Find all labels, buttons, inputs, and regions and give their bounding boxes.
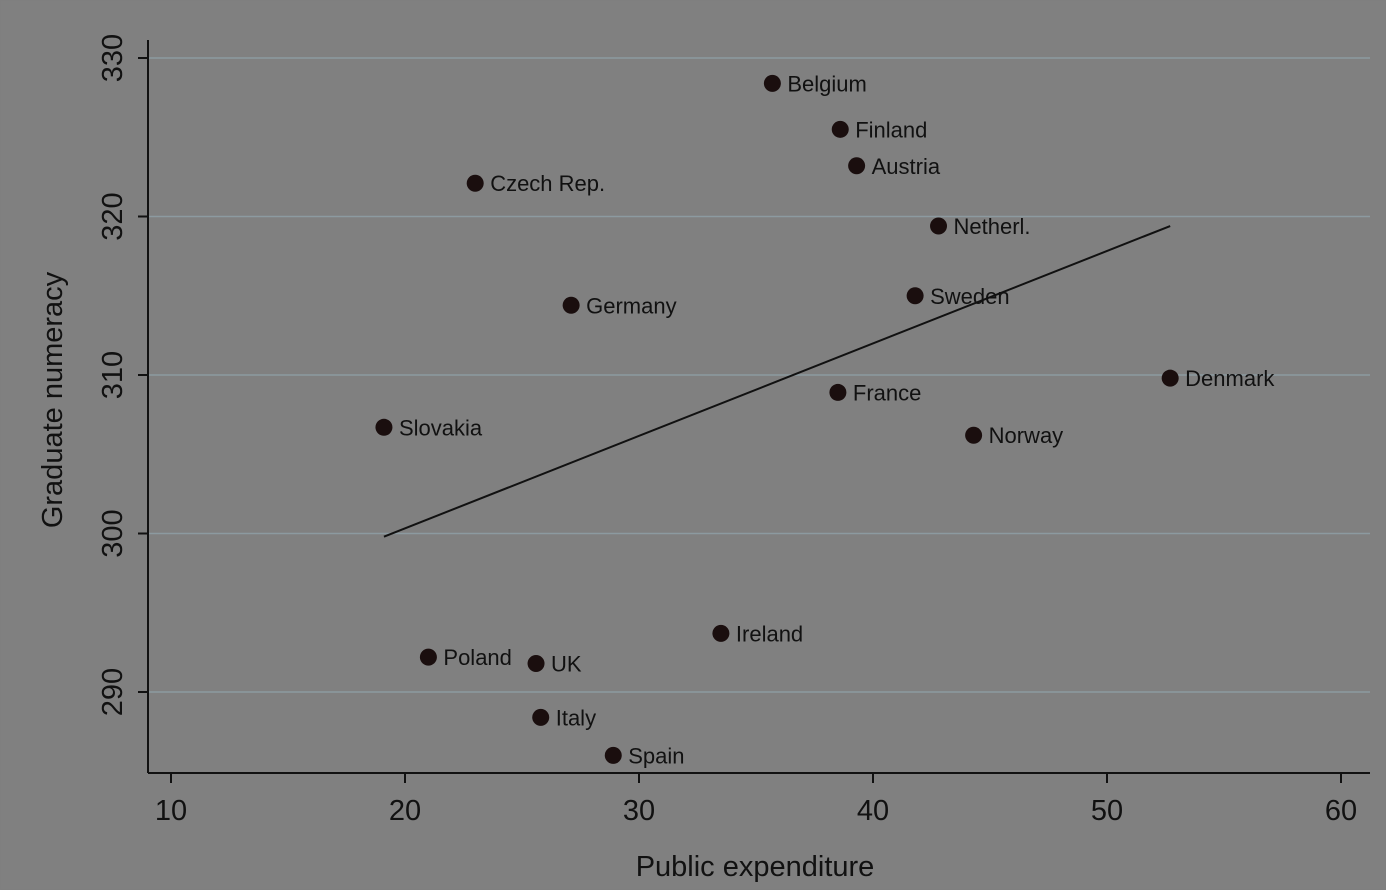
point-label: Slovakia [399,415,483,440]
data-point [829,383,847,401]
point-label: Czech Rep. [490,171,605,196]
y-tick-label: 330 [97,34,129,82]
y-tick-label: 290 [97,668,129,716]
data-point [527,654,545,672]
point-label: Poland [443,645,512,670]
data-point [562,296,580,314]
point-label: Austria [872,154,941,179]
point-label: Norway [989,423,1064,448]
point-label: France [853,380,921,405]
x-tick-label: 30 [623,795,655,827]
point-label: Finland [855,117,927,142]
data-point [848,157,866,175]
point-label: Ireland [736,621,803,646]
x-tick-label: 10 [155,795,187,827]
point-label: Germany [586,293,676,318]
point-label: Belgium [787,71,866,96]
point-label: Spain [628,743,684,768]
point-label: Netherl. [954,214,1031,239]
y-tick-label: 300 [97,509,129,557]
data-point [375,418,393,436]
data-point [763,74,781,92]
data-point [831,120,849,138]
point-label: UK [551,651,582,676]
data-point [1161,369,1179,387]
point-label: Denmark [1185,366,1275,391]
x-axis-title: Public expenditure [636,851,875,883]
x-tick-label: 60 [1325,795,1357,827]
data-point [466,174,484,192]
x-tick-label: 40 [857,795,889,827]
data-point [419,648,437,666]
data-point [906,287,924,305]
point-label: Italy [556,705,596,730]
y-tick-label: 310 [97,351,129,399]
fit-line [383,225,1171,538]
y-axis-title: Graduate numeracy [37,271,69,528]
data-point [965,426,983,444]
x-tick-label: 50 [1091,795,1123,827]
point-label: Sweden [930,284,1010,309]
data-point [604,746,622,764]
data-point [712,624,730,642]
y-tick-label: 320 [97,192,129,240]
x-tick-label: 20 [389,795,421,827]
data-point [532,708,550,726]
data-point [930,217,948,235]
